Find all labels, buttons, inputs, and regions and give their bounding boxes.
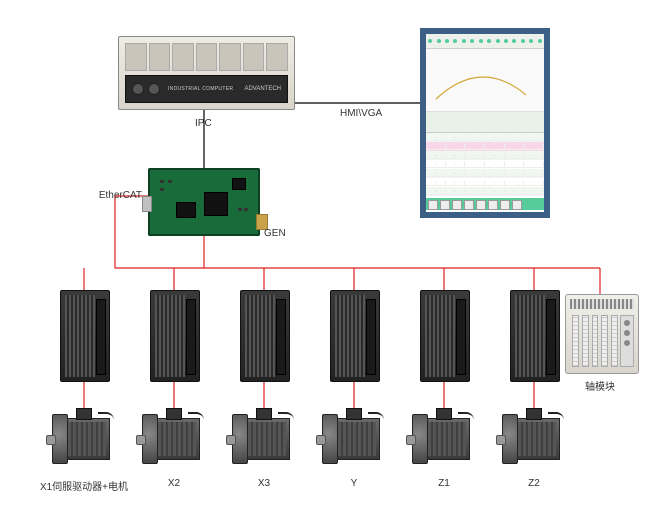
ipc-label: IPC xyxy=(195,118,212,129)
servo-motor-x3 xyxy=(234,410,294,468)
axis-label-x3: X3 xyxy=(218,478,310,489)
ethercat-label: EtherCAT xyxy=(98,190,142,201)
axis-label-y: Y xyxy=(308,478,400,489)
servo-motor-z2 xyxy=(504,410,564,468)
ethercat-port-icon xyxy=(142,196,152,212)
axis-label-z1: Z1 xyxy=(398,478,490,489)
servo-drive-z2 xyxy=(510,290,560,382)
axis-label-x2: X2 xyxy=(128,478,220,489)
servo-motor-z1 xyxy=(414,410,474,468)
servo-drive-z1 xyxy=(420,290,470,382)
motion-card xyxy=(148,168,260,236)
hmi-vga-label: HMI\VGA xyxy=(340,108,382,119)
hmi-table: ········································… xyxy=(426,133,544,196)
servo-drive-x1 xyxy=(60,290,110,382)
gen-label: GEN xyxy=(264,228,286,239)
hmi-toolbar xyxy=(426,34,544,49)
axis-label-x1: X1伺服驱动器+电机 xyxy=(38,478,130,493)
hmi-midbar xyxy=(426,112,544,133)
axis-io-module xyxy=(565,294,639,374)
servo-motor-x2 xyxy=(144,410,204,468)
servo-drive-x2 xyxy=(150,290,200,382)
io-module-label: 轴模块 xyxy=(585,378,615,393)
hmi-monitor: ········································… xyxy=(420,28,550,218)
servo-motor-y xyxy=(324,410,384,468)
ipc-computer: INDUSTRIAL COMPUTER ADVANTECH xyxy=(118,36,295,110)
axis-label-z2: Z2 xyxy=(488,478,580,489)
servo-motor-x1 xyxy=(54,410,114,468)
hmi-plot xyxy=(426,49,544,112)
servo-drive-x3 xyxy=(240,290,290,382)
servo-drive-y xyxy=(330,290,380,382)
